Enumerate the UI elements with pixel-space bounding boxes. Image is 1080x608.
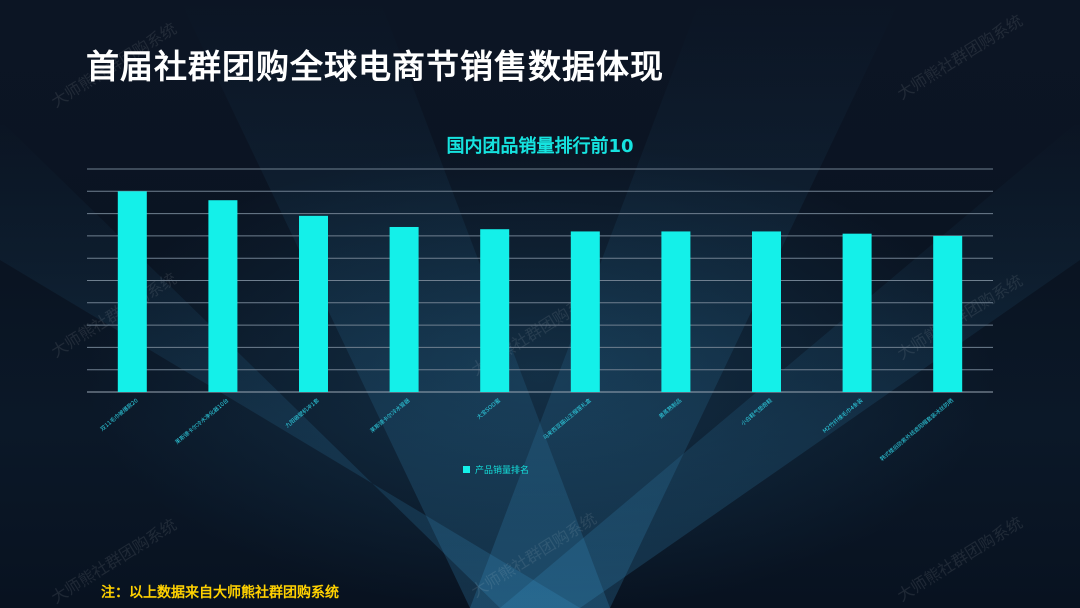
x-tick-label: 小白鞋气垫跑鞋: [739, 396, 774, 427]
x-tick-label: 双11毛巾被爆款20: [98, 396, 140, 433]
chart-title: 国内团品销量排行前10: [446, 136, 634, 157]
bar: [661, 231, 691, 392]
footnote: 注：以上数据来自大师熊社群团购系统: [101, 585, 339, 601]
bar: [752, 231, 781, 392]
x-tick-label: M2竹纤维毛巾4条装: [821, 396, 865, 435]
bar: [208, 200, 238, 392]
bar: [117, 191, 147, 392]
page-title: 首届社群团购全球电商节销售数据体现: [86, 47, 664, 86]
bar: [299, 215, 328, 392]
bar: [933, 235, 963, 392]
bar: [480, 229, 510, 392]
bar: [842, 233, 872, 392]
x-tick-label: 大宝SOD蜜: [475, 396, 502, 421]
chart-legend: 产品销量排名: [463, 463, 529, 476]
x-tick-label: 黄蒸熟制品: [657, 396, 684, 420]
bar: [570, 231, 600, 392]
x-tick-label: 九阳破壁机冲1套: [283, 396, 321, 429]
x-tick-label: 韩式楼后防紫外线遮阳帽套装冰丝防晒: [878, 396, 955, 463]
legend-swatch: [463, 466, 470, 473]
x-tick-label: 莱斯德卡尔冷水净化器10台: [173, 396, 230, 446]
bar: [389, 226, 419, 392]
x-tick-label: 莱斯德卡尔冷水管器: [368, 396, 411, 434]
x-tick-label: 马来西亚猫山王榴莲礼盒: [541, 396, 593, 441]
legend-label: 产品销量排名: [475, 466, 530, 476]
